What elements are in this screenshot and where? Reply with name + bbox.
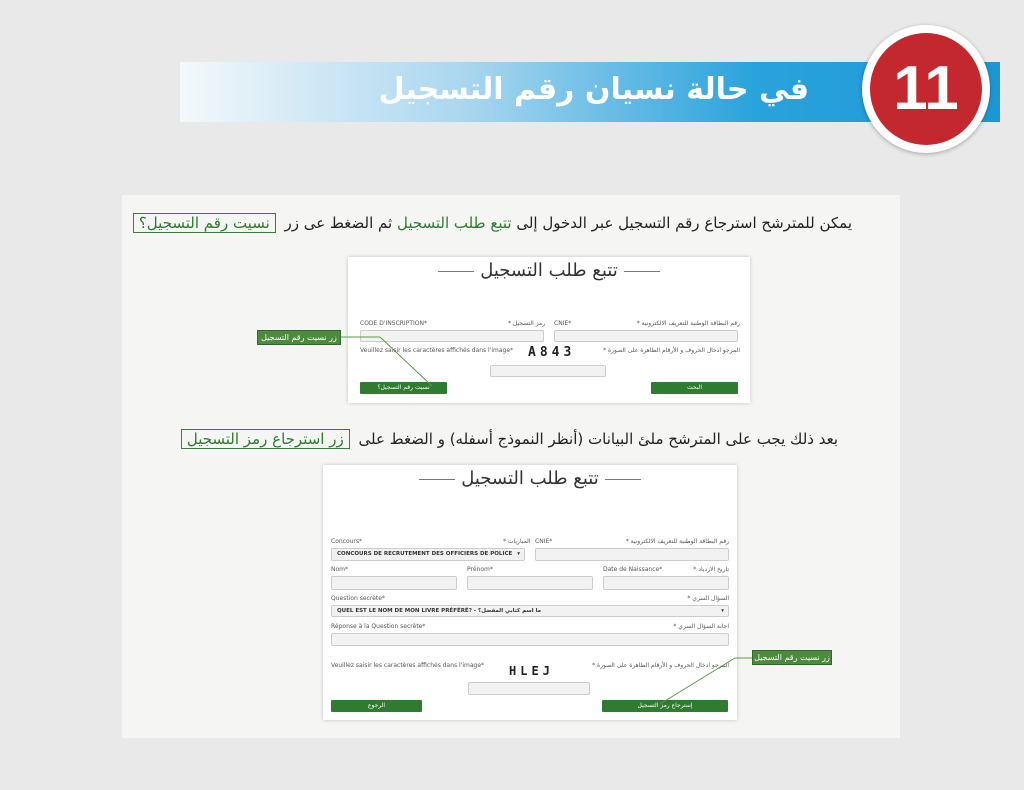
callout-forgot: زر نسيت رقم التسجيل — [257, 330, 341, 345]
cnie-input[interactable] — [535, 548, 729, 561]
concours-select[interactable]: CONCOURS DE RECRUTEMENT DES OFFICIERS DE… — [331, 548, 525, 561]
nom-label: Nom* — [331, 566, 349, 573]
cnie-input[interactable] — [554, 330, 738, 342]
step-badge: 11 — [862, 25, 990, 153]
code-input[interactable] — [360, 330, 544, 342]
captcha-label-ar: المرجو ادخال الحروف و الأرقام الظاهرة عل… — [603, 347, 740, 354]
question-label: Question secrète* — [331, 595, 385, 602]
question-label-ar: السؤال السري * — [687, 595, 729, 602]
dob-input[interactable] — [603, 576, 729, 590]
captcha-label: Veuillez saisir les caractères affichés … — [360, 347, 514, 354]
step-number: 11 — [870, 33, 982, 145]
search-button[interactable]: البحث — [651, 382, 738, 394]
callout-recover: زر نسيت رقم التسجيل — [752, 650, 832, 665]
recover-button-ref: زر استرجاع رمز التسجيل — [180, 429, 350, 449]
recover-code-button[interactable]: إسترجاع رمز التسجيل — [602, 700, 728, 712]
intro-text: ثم الضغط عى زر — [284, 214, 393, 232]
form-title: تتبع طلب التسجيل — [323, 468, 737, 489]
intro-text: بعد ذلك يجب على المترشح ملئ البيانات (أن… — [358, 430, 838, 448]
track-form: تتبع طلب التسجيل CODE D'INSCRIPTION* رمز… — [348, 257, 750, 403]
captcha-image: A843 — [528, 345, 576, 360]
prenom-label: Prénom* — [467, 566, 493, 573]
code-label: CODE D'INSCRIPTION* — [360, 320, 427, 327]
intro-text: يمكن للمترشح استرجاع رقم التسجيل عبر الد… — [516, 214, 852, 232]
page-title: في حالة نسيان رقم التسجيل — [378, 72, 809, 107]
dob-label-ar: تاريخ الازدياد * — [693, 566, 729, 573]
intro-line-1: يمكن للمترشح استرجاع رقم التسجيل عبر الد… — [129, 213, 852, 233]
recover-form: تتبع طلب التسجيل Concours* المباريات * C… — [323, 465, 737, 720]
cnie-label-ar: رقم البطاقة الوطنية للتعريف الالكترونية … — [625, 538, 729, 545]
forgot-button-ref: نسيت رقم التسجيل؟ — [132, 213, 276, 233]
cnie-label-ar: رقم البطاقة الوطنية للتعريف الالكترونية … — [636, 320, 740, 327]
dob-label: Date de Naissance* — [603, 566, 663, 573]
forgot-number-button[interactable]: نسيت رقم التسجيل؟ — [360, 382, 447, 394]
concours-label: Concours* — [331, 538, 363, 545]
captcha-input[interactable] — [490, 365, 606, 377]
track-link-ref: تتبع طلب التسجيل — [396, 214, 512, 232]
answer-input[interactable] — [331, 633, 729, 646]
question-select[interactable]: QUEL EST LE NOM DE MON LIVRE PRÉFÉRÉ? - … — [331, 605, 729, 617]
prenom-input[interactable] — [467, 576, 593, 590]
captcha-label-ar: المرجو ادخال الحروف و الأرقام الظاهرة عل… — [592, 662, 729, 669]
captcha-label: Veuillez saisir les caractères affichés … — [331, 662, 485, 669]
answer-label: Réponse à la Question secrète* — [331, 623, 426, 630]
cnie-label: CNIE* — [535, 538, 553, 545]
intro-line-2: بعد ذلك يجب على المترشح ملئ البيانات (أن… — [177, 429, 838, 449]
code-label-ar: رمز التسجيل * — [508, 320, 546, 327]
form-title: تتبع طلب التسجيل — [348, 260, 750, 281]
captcha-input[interactable] — [468, 682, 590, 695]
nom-input[interactable] — [331, 576, 457, 590]
answer-label-ar: اجابة السؤال السري * — [673, 623, 729, 630]
back-button[interactable]: الرجوع — [331, 700, 422, 712]
concours-label-ar: المباريات * — [503, 538, 531, 545]
captcha-image: HLEJ — [509, 664, 554, 678]
cnie-label: CNIE* — [554, 320, 572, 327]
